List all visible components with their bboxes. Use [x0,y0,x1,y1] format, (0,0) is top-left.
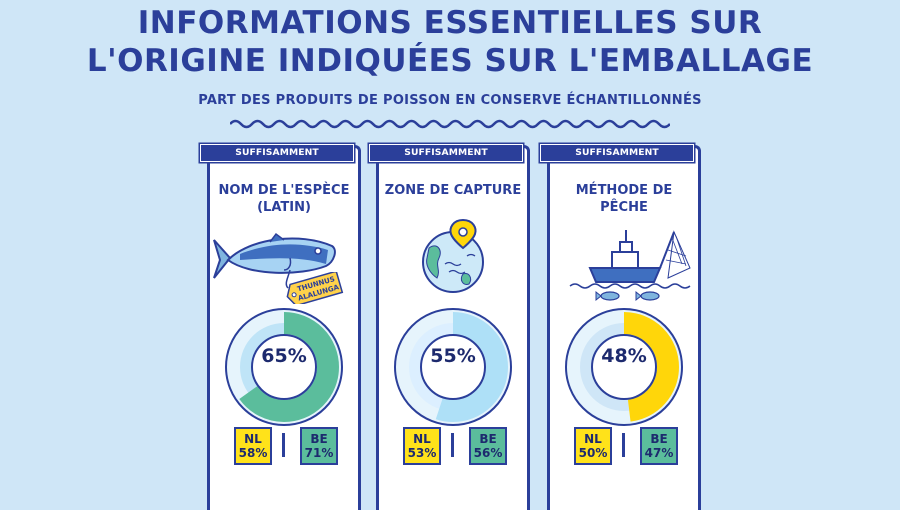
nl-value: 53% [407,446,437,460]
page-subtitle: PART DES PRODUITS DE POISSON EN CONSERVE… [198,93,702,108]
donut-percent-label: 55% [430,345,476,367]
be-value-box: BE 71% [300,427,338,465]
tuna-fish-icon [213,232,336,289]
separator [622,433,625,457]
be-label: BE [479,432,497,446]
donut-chart [225,308,343,426]
wave-divider [230,119,670,129]
price-tag-icon: THUNNUS ALALUNGA [286,272,344,304]
nl-label: NL [244,432,262,446]
be-label: BE [650,432,668,446]
card-title: NOM DE L'ESPÈCE (LATIN) [218,183,350,215]
page-title-line-2: L'ORIGINE INDIQUÉES SUR L'EMBALLAGE [86,43,814,79]
separator [282,433,285,457]
fishing-boat-icon [569,230,691,302]
card-fishing-method: SUFFISAMMENT TRANSPARENT MÉTHODE DE PÊCH… [540,144,701,510]
be-label: BE [310,432,328,446]
donut-percent-label: 65% [261,345,307,367]
be-value: 56% [473,446,503,460]
nl-value: 50% [578,446,608,460]
donut-arc [398,312,508,422]
nl-label: NL [584,432,602,446]
transparency-badge: SUFFISAMMENT TRANSPARENT [200,144,354,174]
card-catch-area: SUFFISAMMENT TRANSPARENT ZONE DE CAPTURE… [369,144,530,510]
donut-arc [229,312,339,422]
nl-value-box: NL 50% [574,427,612,465]
be-value: 47% [644,446,674,460]
nl-value-box: NL 53% [403,427,441,465]
card-title: MÉTHODE DE PÊCHE [575,183,673,215]
nl-value-box: NL 58% [234,427,272,465]
transparency-badge: SUFFISAMMENT TRANSPARENT [540,144,694,174]
card-species-name: SUFFISAMMENT TRANSPARENT NOM DE L'ESPÈCE… [200,144,361,510]
nl-label: NL [413,432,431,446]
globe-with-pin-icon [422,218,484,293]
card-title: ZONE DE CAPTURE [384,183,522,198]
nl-value: 58% [238,446,268,460]
be-value-box: BE 47% [640,427,678,465]
page-title-line-1: INFORMATIONS ESSENTIELLES SUR [137,5,763,41]
be-value: 71% [304,446,334,460]
separator [451,433,454,457]
donut-arc [569,312,679,422]
transparency-badge: SUFFISAMMENT TRANSPARENT [369,144,523,174]
donut-chart [394,308,512,426]
be-value-box: BE 56% [469,427,507,465]
donut-percent-label: 48% [601,345,647,367]
donut-chart [565,308,683,426]
